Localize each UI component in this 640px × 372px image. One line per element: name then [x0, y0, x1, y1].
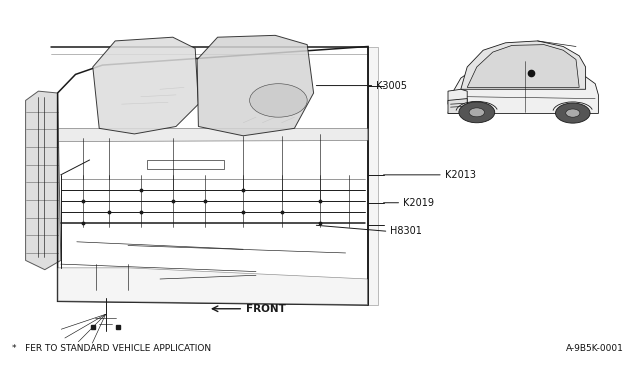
- Polygon shape: [448, 61, 598, 113]
- Text: K2019: K2019: [403, 198, 434, 208]
- Polygon shape: [461, 41, 586, 89]
- Polygon shape: [93, 37, 198, 134]
- Polygon shape: [26, 91, 61, 270]
- Polygon shape: [368, 46, 378, 305]
- Circle shape: [469, 108, 484, 117]
- Text: A-9B5K-0001: A-9B5K-0001: [566, 344, 624, 353]
- Polygon shape: [58, 128, 368, 141]
- Circle shape: [556, 103, 590, 123]
- Polygon shape: [448, 99, 467, 113]
- Text: K2013: K2013: [445, 170, 476, 180]
- Circle shape: [250, 84, 307, 117]
- Polygon shape: [58, 268, 368, 305]
- Circle shape: [459, 102, 495, 123]
- Text: FRONT: FRONT: [246, 304, 286, 314]
- Text: *   FER TO STANDARD VEHICLE APPLICATION: * FER TO STANDARD VEHICLE APPLICATION: [12, 344, 211, 353]
- Polygon shape: [197, 35, 314, 136]
- Text: K3005: K3005: [376, 81, 407, 90]
- Circle shape: [566, 109, 580, 117]
- Polygon shape: [448, 89, 467, 104]
- Polygon shape: [467, 45, 579, 87]
- Text: H8301: H8301: [390, 227, 422, 236]
